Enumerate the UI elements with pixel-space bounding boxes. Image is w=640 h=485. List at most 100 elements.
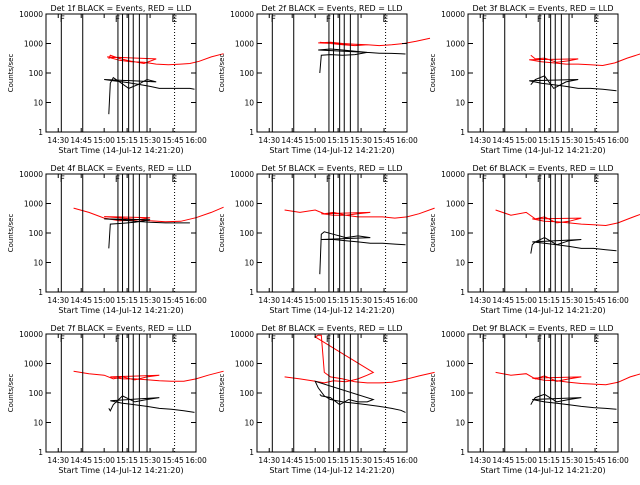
x-tick-label: 15:00	[515, 456, 537, 465]
x-tick-label: 14:30	[469, 136, 491, 145]
series-black-line	[104, 76, 195, 115]
series-black-line	[530, 237, 617, 254]
chart-title: Det 4f BLACK = Events, RED = LLD	[50, 164, 191, 173]
x-tick-label: 14:30	[47, 456, 69, 465]
x-tick-label: 15:15	[116, 296, 138, 305]
x-tick-label: 14:30	[258, 136, 280, 145]
marker-label: F	[271, 335, 276, 345]
x-tick-label: 15:15	[538, 456, 560, 465]
x-tick-label: 15:45	[373, 456, 395, 465]
y-tick-label: 1000	[235, 360, 254, 369]
y-tick-label: 10000	[441, 170, 465, 179]
series-black-line	[529, 75, 617, 92]
x-tick-label: 14:30	[258, 296, 280, 305]
marker-label: F	[537, 175, 542, 185]
series-red-line	[284, 334, 435, 384]
marker-label: F	[271, 15, 276, 25]
series-black-line	[530, 393, 617, 410]
marker-label: E	[383, 175, 389, 185]
marker-label: F	[60, 15, 65, 25]
x-tick-label: 15:00	[304, 296, 326, 305]
y-tick-label: 10000	[230, 10, 254, 19]
plot-frame	[45, 333, 197, 453]
x-tick-label: 14:45	[70, 456, 92, 465]
x-axis-label: Start Time (14-Jul-12 14:21:20)	[480, 146, 605, 155]
x-tick-label: 15:45	[584, 296, 606, 305]
marker-label: F	[326, 335, 331, 345]
marker-label: F	[537, 335, 542, 345]
y-axis-label: Counts/sec	[218, 374, 226, 413]
x-tick-label: 16:00	[185, 136, 207, 145]
x-tick-label: 16:00	[607, 136, 629, 145]
plot-frame	[256, 333, 408, 453]
chart-title: Det 8f BLACK = Events, RED = LLD	[261, 324, 402, 333]
chart-panel-4: Det 4f BLACK = Events, RED = LLD F F E 14:30…	[7, 164, 224, 315]
y-tick-label: 10	[244, 99, 254, 108]
y-tick-label: 10000	[441, 10, 465, 19]
y-tick-label: 100	[240, 69, 255, 78]
x-tick-label: 15:30	[561, 136, 583, 145]
x-tick-label: 15:30	[350, 136, 372, 145]
y-tick-label: 10	[455, 259, 465, 268]
y-tick-label: 10	[455, 99, 465, 108]
marker-label: F	[115, 175, 120, 185]
x-tick-label: 15:15	[327, 456, 349, 465]
chart-panel-1: Det 1f BLACK = Events, RED = LLD F F E 14:30…	[7, 4, 224, 155]
y-tick-label: 100	[451, 389, 466, 398]
series-red-line	[318, 37, 431, 47]
y-tick-label: 1000	[446, 360, 465, 369]
x-tick-label: 14:45	[492, 136, 514, 145]
x-tick-label: 15:45	[373, 136, 395, 145]
plot-frame	[256, 173, 408, 293]
marker-label: F	[537, 15, 542, 25]
series-red-line	[529, 53, 640, 67]
y-axis-label: Counts/sec	[218, 54, 226, 93]
marker-label: F	[271, 175, 276, 185]
x-axis-label: Start Time (14-Jul-12 14:21:20)	[480, 306, 605, 315]
x-tick-label: 16:00	[607, 296, 629, 305]
series-red-line	[107, 53, 224, 66]
chart-panel-2: Det 2f BLACK = Events, RED = LLD F F E 14:30…	[218, 4, 431, 155]
x-tick-label: 14:45	[70, 296, 92, 305]
series-black-line	[318, 48, 406, 74]
x-tick-label: 14:45	[281, 296, 303, 305]
plot-frame	[45, 13, 197, 133]
y-tick-label: 10000	[230, 330, 254, 339]
y-tick-label: 10	[244, 259, 254, 268]
x-tick-label: 15:30	[350, 296, 372, 305]
y-tick-label: 1000	[235, 40, 254, 49]
chart-title: Det 2f BLACK = Events, RED = LLD	[261, 4, 402, 13]
plot-frame	[467, 173, 619, 293]
series-black-line	[108, 395, 195, 413]
y-axis-label: Counts/sec	[7, 374, 15, 413]
x-tick-label: 15:45	[584, 456, 606, 465]
y-tick-label: 100	[29, 389, 44, 398]
x-tick-label: 15:45	[373, 296, 395, 305]
x-tick-label: 15:15	[538, 296, 560, 305]
marker-label: E	[594, 15, 600, 25]
x-axis-label: Start Time (14-Jul-12 14:21:20)	[58, 146, 183, 155]
y-tick-label: 10	[33, 259, 43, 268]
y-tick-label: 100	[451, 229, 466, 238]
chart-panel-9: Det 9f BLACK = Events, RED = LLD F F E 14:30…	[429, 324, 640, 475]
x-tick-label: 15:45	[162, 136, 184, 145]
y-tick-label: 10000	[19, 330, 43, 339]
y-tick-label: 1000	[235, 200, 254, 209]
chart-title: Det 6f BLACK = Events, RED = LLD	[472, 164, 613, 173]
x-tick-label: 14:30	[469, 456, 491, 465]
marker-label: E	[172, 175, 178, 185]
y-tick-label: 1	[249, 448, 254, 457]
y-tick-label: 1	[249, 128, 254, 137]
y-tick-label: 1000	[24, 40, 43, 49]
x-tick-label: 16:00	[185, 296, 207, 305]
marker-label: F	[115, 15, 120, 25]
marker-label: F	[482, 175, 487, 185]
x-axis-label: Start Time (14-Jul-12 14:21:20)	[269, 146, 394, 155]
chart-title: Det 3f BLACK = Events, RED = LLD	[472, 4, 613, 13]
marker-label: F	[326, 15, 331, 25]
marker-label: E	[383, 15, 389, 25]
x-tick-label: 15:30	[561, 456, 583, 465]
y-tick-label: 1000	[446, 200, 465, 209]
y-tick-label: 10000	[19, 10, 43, 19]
